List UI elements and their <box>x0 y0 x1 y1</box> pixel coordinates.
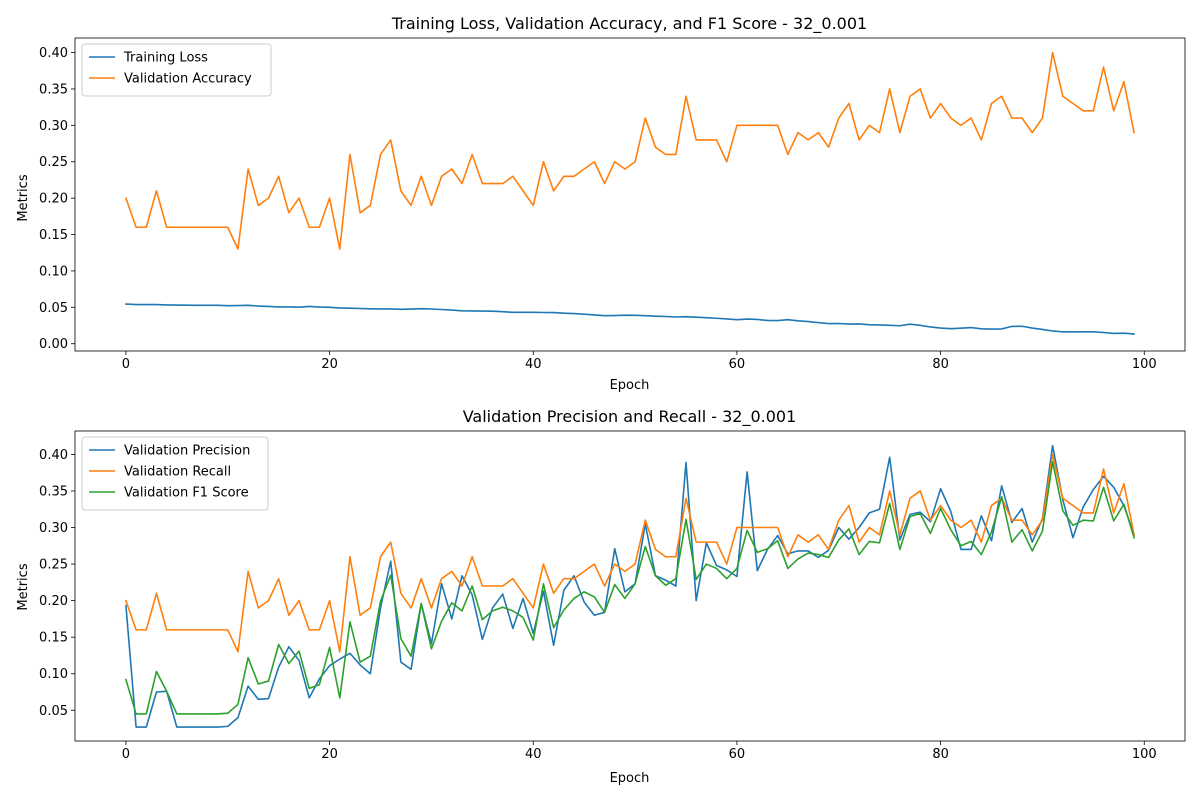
y-tick-label: 0.05 <box>39 704 68 719</box>
axes-frame <box>74 430 1186 742</box>
legend: Training Loss Validation Accuracy <box>81 43 272 97</box>
x-tick-label: 100 <box>1132 747 1157 762</box>
x-tick-label: 20 <box>321 357 338 372</box>
x-tick-label: 100 <box>1132 357 1157 372</box>
chart-panel-top: Training Loss, Validation Accuracy, and … <box>16 14 1186 393</box>
series-line-1 <box>124 453 1136 653</box>
y-axis-label: Metrics <box>16 563 31 610</box>
chart-panel-bottom: Validation Precision and Recall - 32_0.0… <box>16 407 1186 786</box>
y-tick-label: 0.20 <box>39 594 68 609</box>
legend-box <box>81 43 272 97</box>
y-tick-label: 0.10 <box>39 264 68 279</box>
y-tick-label: 0.10 <box>39 667 68 682</box>
y-tick-label: 0.35 <box>39 82 68 97</box>
y-tick-label: 0.05 <box>39 301 68 316</box>
legend: Validation Precision Validation Recall Val… <box>81 436 269 511</box>
series-line-0 <box>125 303 1135 335</box>
axes-frame <box>74 37 1186 352</box>
y-tick-label: 0.30 <box>39 521 68 536</box>
x-tick-label: 0 <box>122 747 130 762</box>
y-axis-label: Metrics <box>16 174 31 221</box>
chart-title: Training Loss, Validation Accuracy, and … <box>391 14 867 34</box>
x-tick-label: 80 <box>932 357 949 372</box>
legend-label-1: Validation Accuracy <box>124 72 252 87</box>
y-tick-label: 0.35 <box>39 484 68 499</box>
x-tick-label: 20 <box>321 747 338 762</box>
plot-area: 0 20 40 60 80 100 0.05 0.10 0.15 0.20 0.25 0.30 0.35… <box>39 430 1186 762</box>
x-tick-label: 60 <box>729 357 746 372</box>
series-line-2 <box>124 460 1136 715</box>
x-tick-label: 40 <box>525 747 542 762</box>
y-tick-label: 0.00 <box>39 337 68 352</box>
x-axis-label: Epoch <box>610 771 650 786</box>
y-tick-label: 0.40 <box>39 448 68 463</box>
y-tick-label: 0.15 <box>39 631 68 646</box>
legend-label-0: Validation Precision <box>124 444 250 459</box>
legend-label-2: Validation F1 Score <box>124 486 249 501</box>
chart-title: Validation Precision and Recall - 32_0.0… <box>463 407 797 427</box>
y-tick-label: 0.40 <box>39 46 68 61</box>
legend-label-1: Validation Recall <box>124 465 231 480</box>
series-line-0 <box>125 444 1136 728</box>
y-tick-label: 0.25 <box>39 155 68 170</box>
y-tick-label: 0.25 <box>39 558 68 573</box>
plot-area: 0 20 40 60 80 100 0.00 0.05 0.10 0.15 0.20 0.25 0.30… <box>39 37 1186 372</box>
legend-label-0: Training Loss <box>123 51 208 66</box>
legend-box <box>81 436 269 511</box>
x-tick-label: 40 <box>525 357 542 372</box>
y-tick-label: 0.30 <box>39 119 68 134</box>
y-tick-label: 0.20 <box>39 192 68 207</box>
x-tick-label: 80 <box>932 747 949 762</box>
x-axis-label: Epoch <box>610 378 650 393</box>
y-tick-label: 0.15 <box>39 228 68 243</box>
series-line-1 <box>124 51 1136 250</box>
x-tick-label: 0 <box>122 357 130 372</box>
x-tick-label: 60 <box>729 747 746 762</box>
